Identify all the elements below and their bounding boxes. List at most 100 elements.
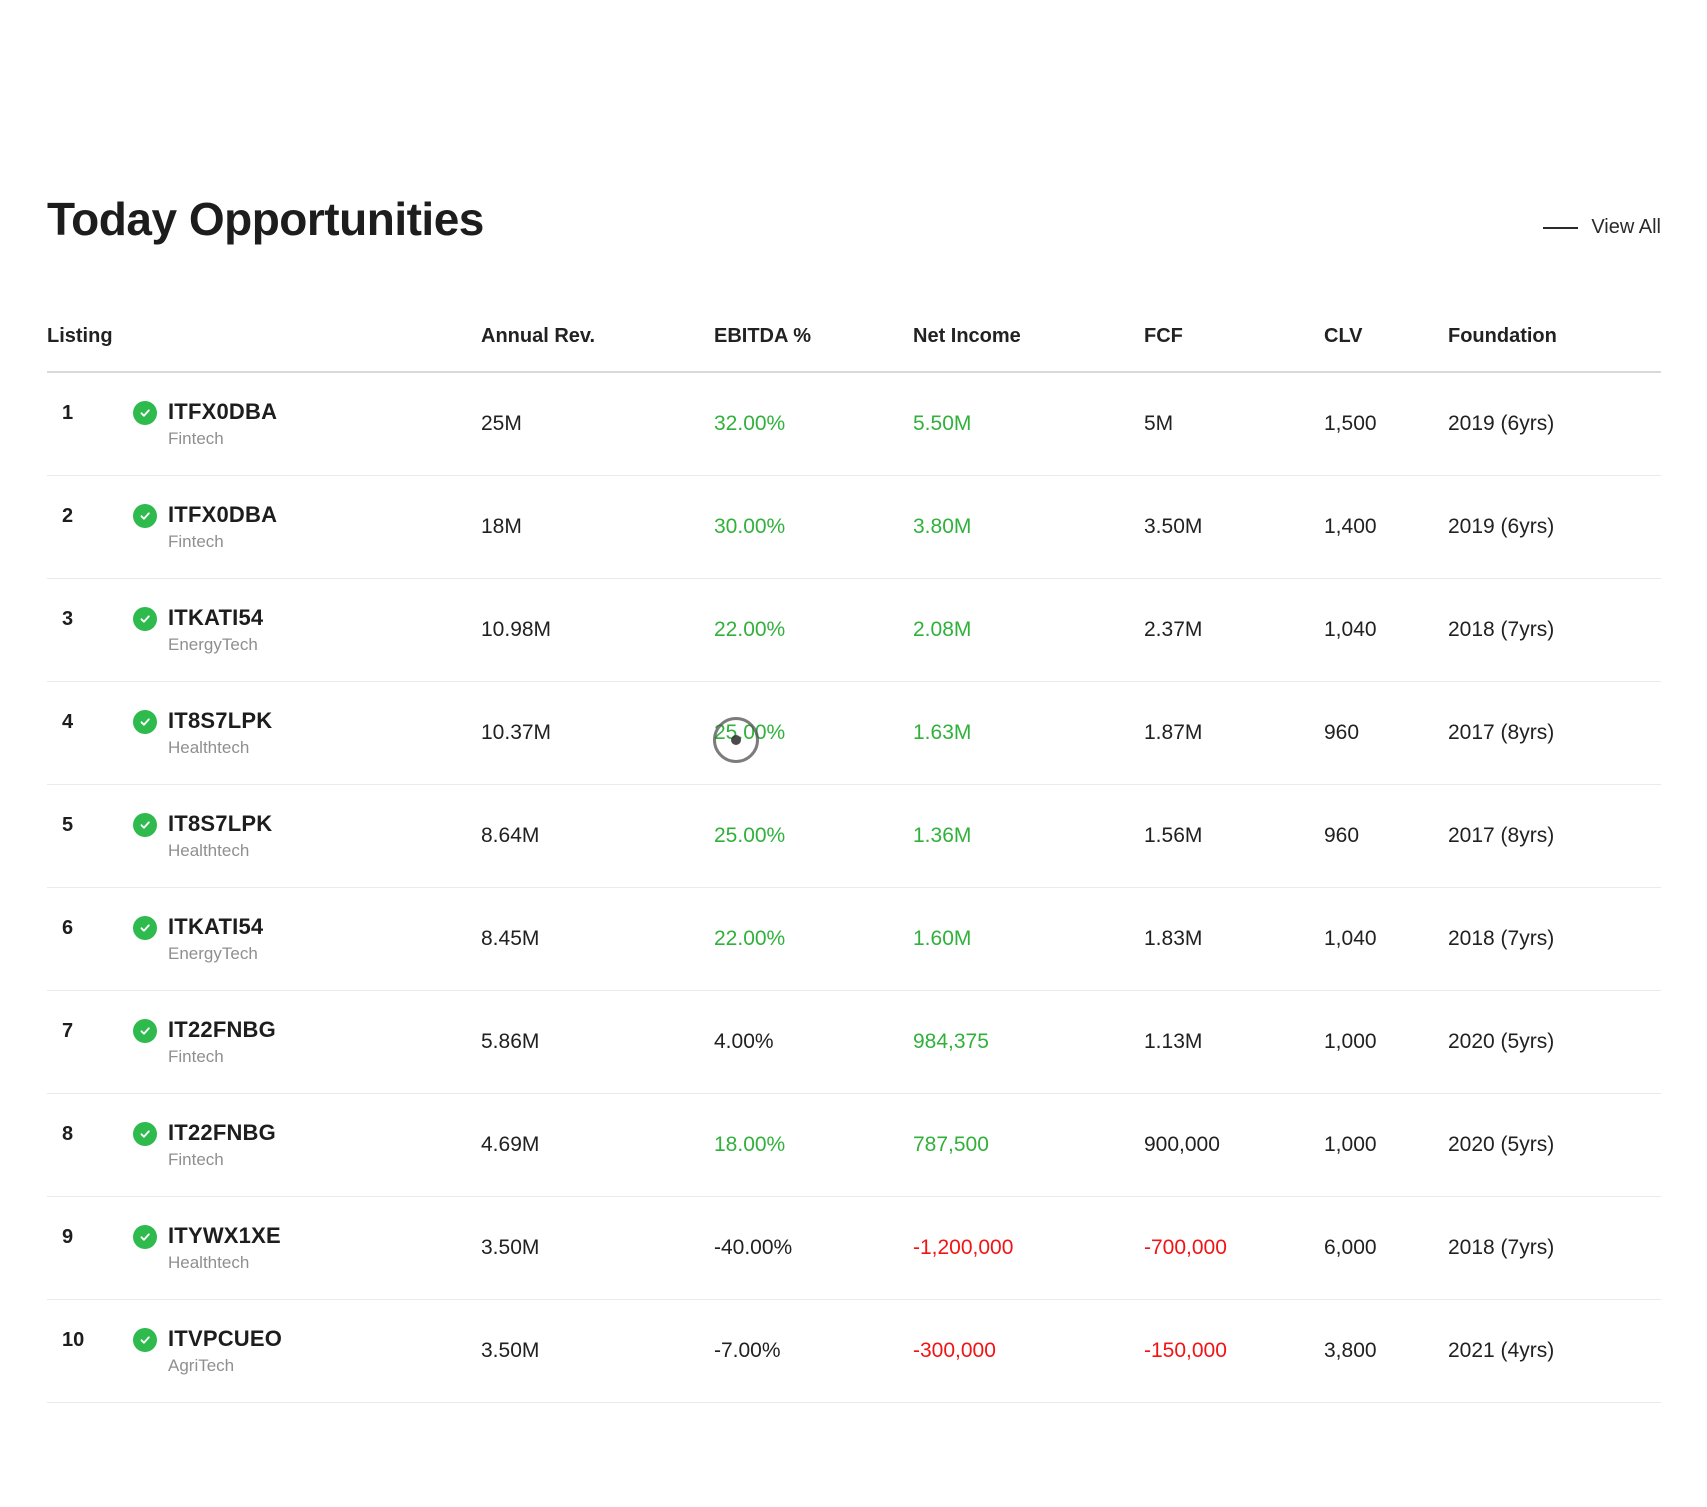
table-row[interactable]: 4 IT8S7LPK Healthtech 10.37M 25.00% 1.63… <box>47 682 1661 785</box>
listing-code: IT8S7LPK <box>168 811 273 836</box>
clv-value: 6,000 <box>1324 1236 1377 1259</box>
foundation-value: 2021 (4yrs) <box>1448 1339 1555 1362</box>
listing-identity: ITYWX1XE Healthtech <box>168 1223 281 1273</box>
net-income-value: 787,500 <box>913 1133 989 1156</box>
net-income-value: 5.50M <box>913 412 972 435</box>
listing-code: IT22FNBG <box>168 1017 276 1042</box>
listing-category: Healthtech <box>168 738 250 757</box>
foundation-value: 2018 (7yrs) <box>1448 1236 1555 1259</box>
fcf-value: 1.13M <box>1144 1030 1203 1053</box>
opportunities-table: 1 ITFX0DBA Fintech 25M 32.00% 5.50M 5M 1… <box>47 371 1661 1403</box>
verified-badge-icon <box>133 1122 157 1146</box>
verified-badge-icon <box>133 504 157 528</box>
verified-badge-icon <box>133 1019 157 1043</box>
table-row[interactable]: 2 ITFX0DBA Fintech 18M 30.00% 3.80M 3.50… <box>47 476 1661 579</box>
fcf-value: 2.37M <box>1144 618 1203 641</box>
annual-rev-value: 18M <box>481 515 522 538</box>
row-rank: 10 <box>62 1328 85 1351</box>
listing-code: ITKATI54 <box>168 605 264 630</box>
view-all-label: View All <box>1591 216 1661 238</box>
listing-cell: 3 ITKATI54 EnergyTech <box>47 605 481 655</box>
listing-category: Fintech <box>168 1047 224 1066</box>
net-income-value: 984,375 <box>913 1030 989 1053</box>
verified-badge-icon <box>133 813 157 837</box>
clv-value: 960 <box>1324 824 1360 847</box>
row-rank: 7 <box>62 1019 74 1042</box>
table-row[interactable]: 5 IT8S7LPK Healthtech 8.64M 25.00% 1.36M… <box>47 785 1661 888</box>
foundation-value: 2020 (5yrs) <box>1448 1133 1555 1156</box>
ebitda-value: -40.00% <box>714 1236 793 1259</box>
ebitda-value: 4.00% <box>714 1030 774 1053</box>
table-row[interactable]: 3 ITKATI54 EnergyTech 10.98M 22.00% 2.08… <box>47 579 1661 682</box>
table-row[interactable]: 1 ITFX0DBA Fintech 25M 32.00% 5.50M 5M 1… <box>47 373 1661 476</box>
listing-category: Healthtech <box>168 1253 250 1272</box>
clv-value: 3,800 <box>1324 1339 1377 1362</box>
row-rank: 5 <box>62 813 74 836</box>
listing-identity: IT22FNBG Fintech <box>168 1017 276 1067</box>
fcf-value: 900,000 <box>1144 1133 1220 1156</box>
fcf-value: -700,000 <box>1144 1236 1227 1259</box>
listing-identity: ITKATI54 EnergyTech <box>168 914 263 964</box>
column-header-listing: Listing <box>47 325 113 347</box>
net-income-value: -1,200,000 <box>913 1236 1014 1259</box>
column-header-annual-rev: Annual Rev. <box>481 325 596 347</box>
foundation-value: 2017 (8yrs) <box>1448 721 1555 744</box>
annual-rev-value: 10.37M <box>481 721 552 744</box>
table-row[interactable]: 7 IT22FNBG Fintech 5.86M 4.00% 984,375 1… <box>47 991 1661 1094</box>
annual-rev-value: 4.69M <box>481 1133 540 1156</box>
view-all-link[interactable]: View All <box>1543 216 1661 239</box>
fcf-value: 1.83M <box>1144 927 1203 950</box>
listing-identity: ITKATI54 EnergyTech <box>168 605 263 655</box>
table-row[interactable]: 8 IT22FNBG Fintech 4.69M 18.00% 787,500 … <box>47 1094 1661 1197</box>
net-income-value: 3.80M <box>913 515 972 538</box>
row-rank: 2 <box>62 504 74 527</box>
table-header: Listing Annual Rev. EBITDA % Net Income … <box>47 325 1661 348</box>
annual-rev-value: 3.50M <box>481 1236 540 1259</box>
listing-cell: 6 ITKATI54 EnergyTech <box>47 914 481 964</box>
clv-value: 960 <box>1324 721 1360 744</box>
table-row[interactable]: 10 ITVPCUEO AgriTech 3.50M -7.00% -300,0… <box>47 1300 1661 1403</box>
table-row[interactable]: 9 ITYWX1XE Healthtech 3.50M -40.00% -1,2… <box>47 1197 1661 1300</box>
ebitda-value: 22.00% <box>714 927 786 950</box>
listing-code: IT22FNBG <box>168 1120 276 1145</box>
listing-code: ITYWX1XE <box>168 1223 281 1248</box>
listing-identity: ITFX0DBA Fintech <box>168 502 277 552</box>
net-income-value: 1.60M <box>913 927 972 950</box>
column-header-fcf: FCF <box>1144 325 1183 347</box>
column-header-foundation: Foundation <box>1448 325 1557 347</box>
listing-cell: 9 ITYWX1XE Healthtech <box>47 1223 481 1273</box>
listing-cell: 2 ITFX0DBA Fintech <box>47 502 481 552</box>
fcf-value: 1.56M <box>1144 824 1203 847</box>
clv-value: 1,000 <box>1324 1133 1377 1156</box>
net-income-value: 1.63M <box>913 721 972 744</box>
ebitda-value: -7.00% <box>714 1339 781 1362</box>
table-row[interactable]: 6 ITKATI54 EnergyTech 8.45M 22.00% 1.60M… <box>47 888 1661 991</box>
listing-category: AgriTech <box>168 1356 235 1375</box>
column-header-clv: CLV <box>1324 325 1363 347</box>
clv-value: 1,040 <box>1324 927 1377 950</box>
listing-cell: 1 ITFX0DBA Fintech <box>47 399 481 449</box>
clv-value: 1,000 <box>1324 1030 1377 1053</box>
listing-cell: 7 IT22FNBG Fintech <box>47 1017 481 1067</box>
listing-category: EnergyTech <box>168 944 258 963</box>
clv-value: 1,500 <box>1324 412 1377 435</box>
verified-badge-icon <box>133 1225 157 1249</box>
row-rank: 9 <box>62 1225 74 1248</box>
ebitda-value: 32.00% <box>714 412 786 435</box>
row-rank: 1 <box>62 401 74 424</box>
listing-identity: IT8S7LPK Healthtech <box>168 708 272 758</box>
ebitda-value: 25.00% <box>714 721 786 744</box>
row-rank: 8 <box>62 1122 74 1145</box>
verified-badge-icon <box>133 710 157 734</box>
dash-icon <box>1543 226 1579 229</box>
fcf-value: 3.50M <box>1144 515 1203 538</box>
verified-badge-icon <box>133 401 157 425</box>
fcf-value: -150,000 <box>1144 1339 1227 1362</box>
column-header-ebitda: EBITDA % <box>714 325 812 347</box>
listing-code: ITFX0DBA <box>168 502 278 527</box>
listing-identity: IT22FNBG Fintech <box>168 1120 276 1170</box>
listing-category: Fintech <box>168 429 224 448</box>
listing-category: Fintech <box>168 532 224 551</box>
listing-cell: 8 IT22FNBG Fintech <box>47 1120 481 1170</box>
listing-identity: ITVPCUEO AgriTech <box>168 1326 282 1376</box>
